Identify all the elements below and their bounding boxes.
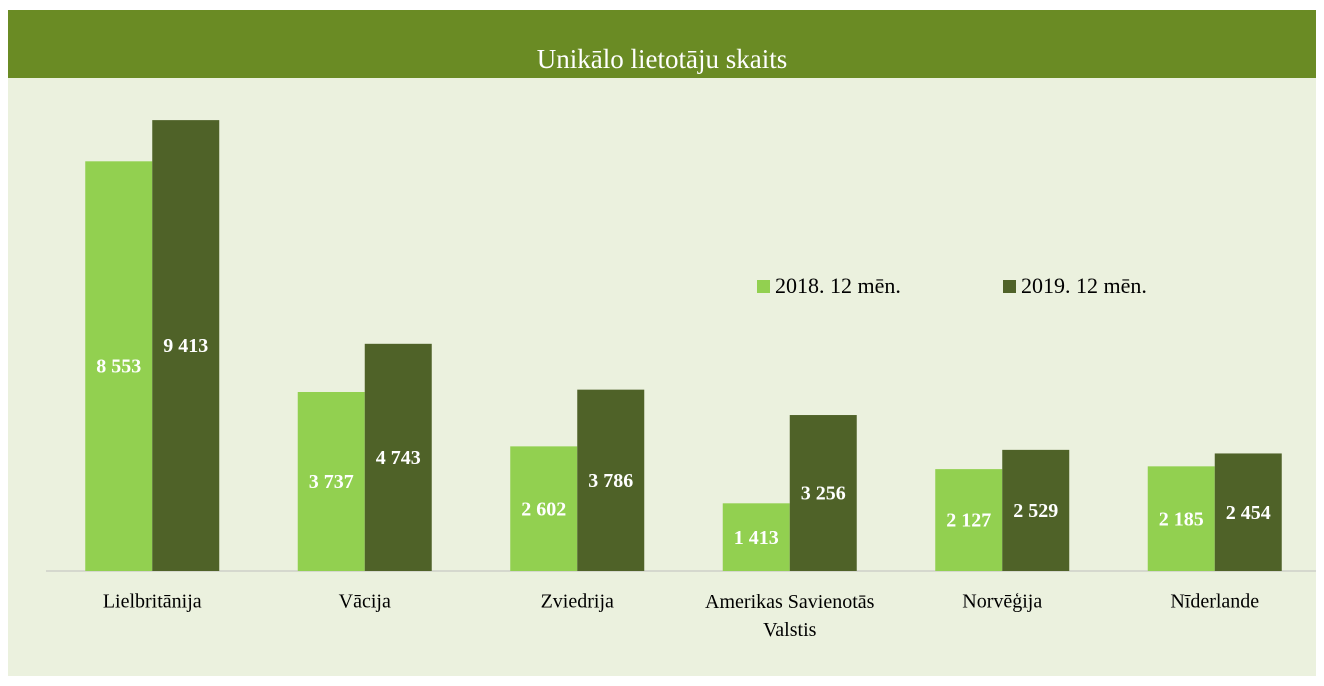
chart-title: Unikālo lietotāju skaits: [537, 44, 787, 74]
bar: [152, 120, 220, 571]
bar: [1002, 449, 1070, 571]
bar: [1147, 466, 1215, 571]
bar: [510, 446, 578, 571]
bar: [722, 503, 790, 571]
bar: [297, 391, 365, 571]
data-label: 3 256: [801, 483, 846, 505]
x-tick-label: Nīderlande: [1170, 591, 1259, 613]
data-label: 3 786: [588, 470, 633, 492]
x-tick-label-line: Valstis: [763, 619, 817, 641]
bar: [935, 469, 1003, 571]
data-label: 4 743: [376, 447, 421, 469]
legend-label: 2018. 12 mēn.: [775, 273, 901, 298]
legend-swatch: [1003, 280, 1016, 293]
bar: [789, 415, 857, 571]
data-label: 2 602: [521, 498, 566, 520]
bar: [364, 343, 432, 571]
data-label: 2 127: [946, 510, 991, 532]
legend-swatch: [757, 280, 770, 293]
data-label: 9 413: [163, 335, 208, 357]
x-tick-label: Vācija: [339, 591, 391, 613]
bar: [85, 161, 153, 572]
bar: [577, 389, 645, 571]
x-tick-label: Norvēģija: [962, 591, 1042, 613]
x-tick-label: Zviedrija: [541, 591, 614, 613]
data-label: 2 454: [1226, 502, 1271, 524]
data-label: 2 185: [1159, 508, 1204, 530]
x-tick-label-line: Amerikas Savienotās: [705, 591, 875, 613]
chart-background: [8, 10, 1316, 676]
x-tick-label: Lielbritānija: [103, 591, 202, 613]
x-tick-label: Amerikas Savienotās Valstis: [705, 591, 875, 641]
data-label: 3 737: [309, 471, 354, 493]
legend-label: 2019. 12 mēn.: [1021, 273, 1147, 298]
data-label: 1 413: [734, 527, 779, 549]
data-label: 8 553: [96, 356, 141, 378]
bar: [1214, 453, 1282, 571]
title-bar: [8, 10, 1316, 78]
data-label: 2 529: [1013, 500, 1058, 522]
